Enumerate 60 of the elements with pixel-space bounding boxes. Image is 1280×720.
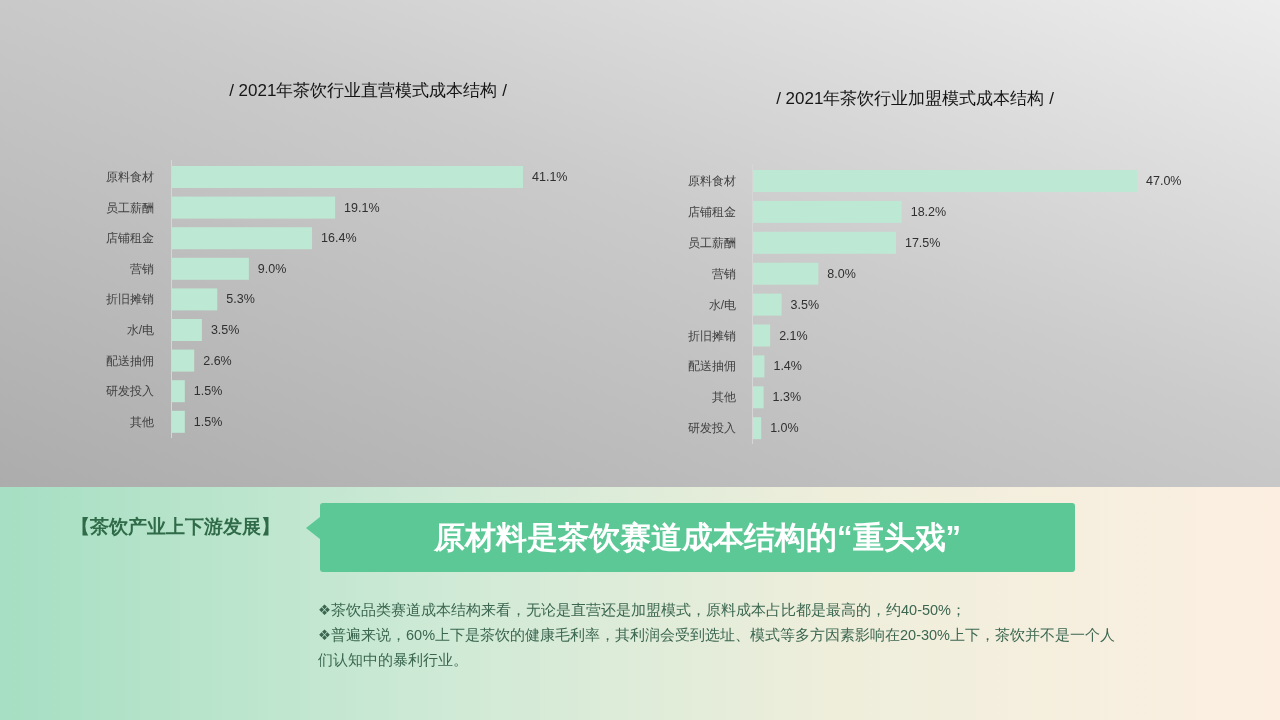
bar: [753, 231, 896, 254]
y-tick-label: 营销: [130, 261, 154, 276]
text: ❖茶饮品类赛道成本结构来看，无论是直营还是加盟模式，原料成本占比都是最高的，约40-50%；: [318, 601, 967, 620]
data-label: 16.4%: [321, 231, 357, 246]
data-label: 3.5%: [210, 323, 240, 337]
text: 原材料是茶饮赛道成本结构的“重头戏”: [433, 519, 962, 557]
y-tick-label: 研发投入: [688, 421, 736, 436]
bar: [172, 288, 218, 311]
data-label: 2.1%: [779, 328, 808, 343]
bar: [753, 200, 902, 223]
bar: [753, 417, 762, 440]
bar: [753, 355, 765, 378]
bar: [753, 170, 1137, 192]
y-tick-label: 店铺租金: [688, 204, 736, 219]
data-label: 47.0%: [1146, 174, 1182, 188]
data-label: 1.5%: [193, 414, 223, 429]
data-label: 18.2%: [910, 204, 947, 219]
y-tick-label: 配送抽佣: [688, 359, 736, 374]
y-tick-label: 员工薪酬: [106, 200, 154, 215]
y-tick-label: 店铺租金: [106, 231, 154, 246]
y-tick-label: 水/电: [708, 297, 736, 312]
data-label: 9.0%: [257, 261, 287, 276]
bar: [172, 349, 195, 372]
data-label: 2.6%: [203, 353, 232, 368]
bar: [753, 386, 764, 409]
data-label: 1.0%: [770, 421, 799, 436]
data-label: 17.5%: [904, 235, 941, 250]
y-tick-label: 水/电: [126, 323, 154, 337]
data-label: 1.3%: [772, 390, 802, 405]
y-tick-label: 其他: [130, 414, 154, 429]
data-label: 19.1%: [344, 200, 380, 215]
bar: [172, 257, 249, 280]
bar: [172, 196, 336, 219]
data-label: 1.4%: [773, 359, 802, 374]
data-label: 41.1%: [532, 170, 568, 184]
y-tick-label: 配送抽佣: [106, 353, 154, 368]
chart-title: / 2021年茶饮行业直营模式成本结构 /: [229, 81, 508, 100]
bar: [172, 166, 523, 188]
data-label: 3.5%: [790, 297, 820, 312]
y-tick-label: 原料食材: [106, 170, 154, 184]
data-label: 8.0%: [827, 266, 856, 281]
bar: [753, 324, 771, 347]
y-tick-label: 折旧摊销: [688, 328, 736, 343]
bar: [172, 380, 185, 403]
bar: [172, 319, 202, 341]
chart-title: / 2021年茶饮行业加盟模式成本结构 /: [776, 89, 1055, 108]
text: 【茶饮产业上下游发展】: [69, 515, 281, 539]
bar: [172, 227, 313, 250]
text: ❖普遍来说，60%上下是茶饮的健康毛利率，其利润会受到选址、模式等多方因素影响在20-30%上下，茶饮并不是一个人们认知中的暴利行业。: [318, 626, 1116, 670]
y-tick-label: 员工薪酬: [688, 235, 736, 250]
y-tick-label: 原料食材: [688, 174, 736, 188]
y-tick-label: 其他: [712, 390, 736, 405]
data-label: 5.3%: [226, 292, 255, 307]
data-label: 1.5%: [193, 384, 223, 399]
y-tick-label: 研发投入: [106, 384, 154, 399]
bar: [753, 293, 782, 316]
y-tick-label: 营销: [712, 266, 736, 281]
bar: [172, 410, 185, 433]
y-tick-label: 折旧摊销: [106, 292, 154, 307]
bar: [753, 262, 819, 285]
